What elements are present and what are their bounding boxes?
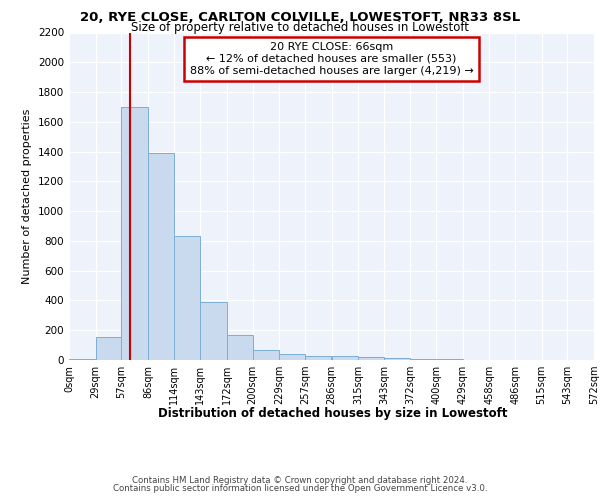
Text: Contains HM Land Registry data © Crown copyright and database right 2024.: Contains HM Land Registry data © Crown c… bbox=[132, 476, 468, 485]
Bar bbox=[410, 358, 436, 360]
Bar bbox=[173, 236, 200, 360]
Bar bbox=[384, 358, 410, 360]
Bar bbox=[331, 356, 358, 360]
Bar bbox=[121, 107, 148, 360]
Bar bbox=[95, 337, 121, 360]
Bar bbox=[69, 358, 95, 360]
Bar bbox=[279, 354, 305, 360]
Bar bbox=[200, 302, 227, 360]
Text: Size of property relative to detached houses in Lowestoft: Size of property relative to detached ho… bbox=[131, 21, 469, 34]
Text: 20, RYE CLOSE, CARLTON COLVILLE, LOWESTOFT, NR33 8SL: 20, RYE CLOSE, CARLTON COLVILLE, LOWESTO… bbox=[80, 11, 520, 24]
Bar bbox=[227, 336, 253, 360]
Text: 20 RYE CLOSE: 66sqm
← 12% of detached houses are smaller (553)
88% of semi-detac: 20 RYE CLOSE: 66sqm ← 12% of detached ho… bbox=[190, 42, 473, 76]
Bar bbox=[253, 350, 279, 360]
Y-axis label: Number of detached properties: Number of detached properties bbox=[22, 108, 32, 284]
Text: Contains public sector information licensed under the Open Government Licence v3: Contains public sector information licen… bbox=[113, 484, 487, 493]
Bar bbox=[305, 356, 331, 360]
Bar bbox=[148, 153, 173, 360]
Text: Distribution of detached houses by size in Lowestoft: Distribution of detached houses by size … bbox=[158, 408, 508, 420]
Bar bbox=[358, 357, 384, 360]
